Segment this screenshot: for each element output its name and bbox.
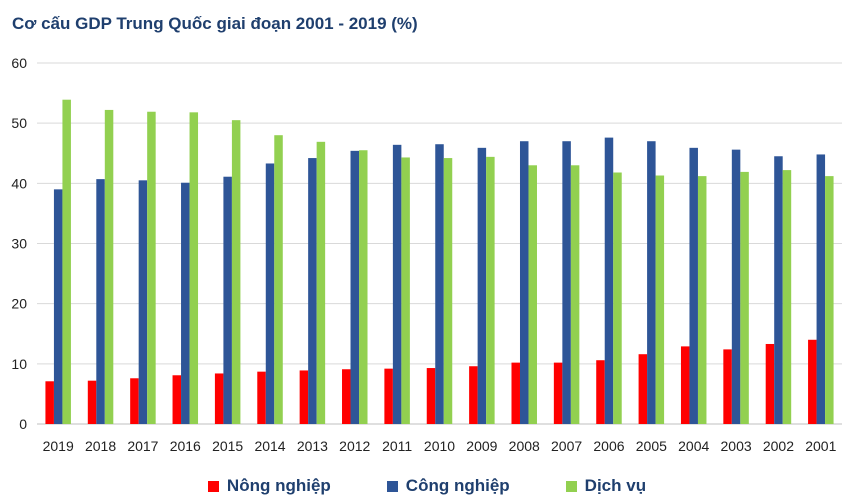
- legend-swatch-cong-nghiep: [386, 480, 398, 492]
- bar: [435, 144, 444, 424]
- bar: [87, 380, 97, 424]
- bar: [214, 373, 224, 424]
- x-tick-label: 2019: [43, 438, 74, 454]
- x-tick-label: 2009: [466, 438, 497, 454]
- chart-legend: Nông nghiệp Công nghiệp Dịch vụ: [0, 474, 854, 498]
- bar: [825, 176, 834, 424]
- legend-item-dich-vu: Dịch vụ: [565, 474, 647, 498]
- bar: [359, 150, 368, 424]
- x-tick-label: 2014: [254, 438, 285, 454]
- bar: [401, 157, 410, 424]
- bar: [104, 109, 114, 425]
- bar: [689, 147, 698, 424]
- bar: [477, 147, 487, 424]
- x-tick-label: 2001: [805, 438, 836, 454]
- y-tick-label: 50: [11, 115, 27, 131]
- bar: [392, 144, 402, 424]
- x-tick-label: 2010: [424, 438, 455, 454]
- x-tick-label: 2008: [509, 438, 540, 454]
- bar: [782, 170, 792, 424]
- legend-item-nong-nghiep: Nông nghiệp: [207, 474, 331, 498]
- legend-label-nong-nghiep: Nông nghiệp: [226, 476, 331, 495]
- bar: [774, 156, 783, 424]
- x-tick-label: 2007: [551, 438, 582, 454]
- bar: [697, 176, 707, 424]
- bar: [53, 189, 63, 424]
- bar: [740, 171, 749, 424]
- x-tick-label: 2011: [382, 438, 412, 454]
- x-tick-label: 2005: [636, 438, 667, 454]
- bar: [519, 141, 529, 424]
- x-tick-label: 2015: [212, 438, 243, 454]
- bar: [62, 99, 71, 425]
- legend-item-cong-nghiep: Công nghiệp: [386, 474, 510, 498]
- bar: [638, 354, 648, 424]
- y-tick-label: 30: [11, 236, 27, 252]
- bar: [147, 111, 156, 425]
- bar: [130, 378, 139, 424]
- bar: [350, 150, 360, 425]
- bar: [189, 112, 199, 424]
- x-tick-label: 2012: [339, 438, 370, 454]
- bar: [274, 135, 283, 424]
- x-tick-label: 2004: [678, 438, 709, 454]
- bar: [45, 381, 54, 424]
- y-tick-label: 20: [11, 296, 27, 312]
- x-tick-label: 2017: [127, 438, 158, 454]
- bar: [257, 371, 266, 424]
- x-tick-label: 2002: [763, 438, 794, 454]
- x-tick-label: 2003: [721, 438, 752, 454]
- bar: [299, 370, 309, 424]
- x-tick-label: 2013: [297, 438, 328, 454]
- bar: [680, 346, 690, 424]
- legend-swatch-nong-nghiep: [207, 480, 219, 492]
- bar: [596, 360, 605, 424]
- y-tick-label: 0: [19, 416, 27, 432]
- bar: [647, 141, 656, 424]
- bar: [723, 349, 732, 424]
- x-tick-label: 2016: [170, 438, 201, 454]
- bar: [223, 176, 232, 424]
- bar: [553, 362, 563, 424]
- legend-label-dich-vu: Dịch vụ: [584, 476, 647, 495]
- bar: [231, 120, 241, 425]
- y-tick-label: 10: [11, 356, 27, 372]
- bar: [96, 179, 105, 424]
- bar: [308, 158, 317, 424]
- bar: [342, 369, 351, 424]
- bar: [816, 154, 826, 424]
- bar: [655, 175, 665, 424]
- x-tick-label: 2018: [85, 438, 116, 454]
- x-tick-label: 2006: [593, 438, 624, 454]
- y-tick-label: 60: [11, 55, 27, 71]
- bar: [265, 163, 275, 424]
- chart-title: Cơ cấu GDP Trung Quốc giai đoạn 2001 - 2…: [12, 14, 418, 33]
- bar: [765, 343, 775, 424]
- bar: [562, 141, 571, 424]
- bar: [172, 375, 182, 424]
- bar: [511, 362, 520, 424]
- bar: [570, 165, 580, 425]
- bar: [316, 141, 326, 424]
- bar: [613, 172, 622, 424]
- bar: [469, 366, 478, 424]
- bar: [808, 339, 817, 424]
- bar: [138, 180, 148, 424]
- bar: [486, 156, 495, 425]
- bar: [528, 165, 537, 425]
- bar: [426, 368, 436, 424]
- y-tick-label: 40: [11, 175, 27, 191]
- legend-swatch-dich-vu: [565, 480, 577, 492]
- bar: [604, 137, 614, 424]
- bar: [384, 368, 393, 424]
- bar: [443, 158, 453, 424]
- legend-label-cong-nghiep: Công nghiệp: [405, 476, 510, 495]
- bar: [181, 182, 190, 424]
- bar: [731, 149, 741, 424]
